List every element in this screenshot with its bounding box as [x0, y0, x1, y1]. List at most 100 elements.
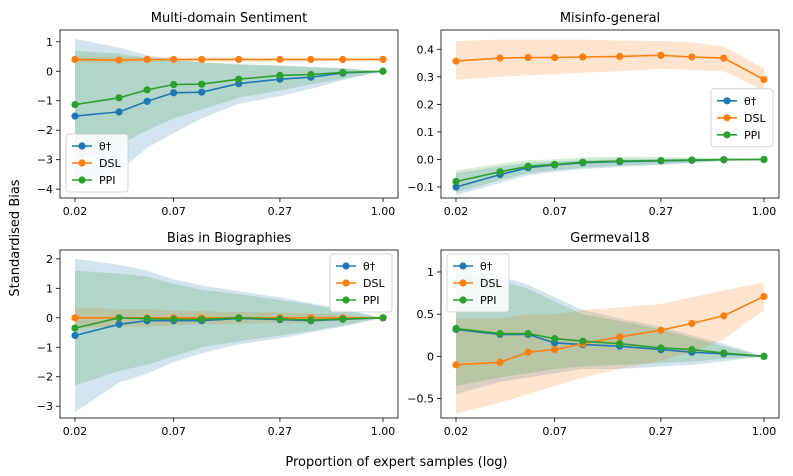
- data-point: [657, 344, 665, 352]
- data-point: [276, 55, 284, 64]
- series-line-3: [74, 316, 384, 329]
- y-tick-label: 2: [46, 253, 53, 266]
- data-point: [71, 324, 79, 332]
- data-point: [198, 80, 206, 88]
- y-tick-label: 0.1: [417, 126, 435, 139]
- data-point: [307, 55, 315, 64]
- y-tick-label: 0.2: [417, 98, 435, 111]
- data-point: [720, 312, 728, 320]
- data-point: [339, 68, 347, 77]
- series-line-3: [74, 70, 384, 106]
- data-point: [71, 112, 79, 120]
- x-tick-label: 0.02: [63, 425, 88, 438]
- data-point: [688, 346, 696, 354]
- legend: θ† DSL PPI: [329, 253, 393, 313]
- data-point: [688, 53, 696, 61]
- chart-title: Bias in Biographies: [167, 231, 292, 246]
- series-line-3: [455, 327, 765, 358]
- data-point: [551, 53, 559, 62]
- data-point: [235, 75, 243, 83]
- y-tick-label: −0.1: [407, 181, 434, 194]
- data-point: [551, 160, 559, 168]
- y-tick-label: 0.3: [417, 71, 435, 84]
- legend: θ† DSL PPI: [65, 133, 129, 193]
- chart-panel-4: Germeval18 1 0.5 0 −0.5 0.02 0.07 0.27 1.00 θ† DSL…: [407, 231, 780, 438]
- series-line-2: [455, 54, 765, 81]
- data-point: [115, 320, 123, 328]
- data-point: [551, 346, 559, 354]
- legend-label-3: PPI: [480, 294, 497, 307]
- x-tick-label: 0.07: [542, 425, 567, 438]
- data-point: [688, 156, 696, 164]
- legend-label-2: DSL: [744, 112, 766, 125]
- x-tick-label: 0.02: [444, 425, 469, 438]
- data-point: [143, 86, 151, 94]
- chart-panel-1: Multi-domain Sentiment 1 0 −1 −2 −3 −4 0.02 0.07…: [37, 11, 399, 218]
- data-point: [496, 168, 504, 176]
- data-point: [579, 158, 587, 166]
- legend-marker-1: [459, 262, 467, 270]
- data-point: [379, 314, 387, 322]
- data-point: [170, 89, 178, 97]
- data-point: [452, 177, 460, 186]
- legend-marker-2: [78, 159, 86, 167]
- series-line-1: [74, 70, 384, 117]
- y-tick-label: 1: [427, 266, 434, 279]
- y-tick-label: −2: [37, 124, 53, 137]
- y-tick-label: −1: [37, 95, 53, 108]
- data-point: [452, 324, 460, 333]
- x-tick-label: 1.00: [752, 205, 777, 218]
- data-point: [235, 314, 243, 322]
- chart-panel-3: Bias in Biographies 2 1 0 −1 −2 −3 0.02 0.07 0.27…: [37, 231, 399, 438]
- data-point: [760, 292, 768, 301]
- axes-frame: [59, 29, 399, 199]
- data-point: [198, 88, 206, 96]
- legend-label-1: θ†: [480, 260, 493, 273]
- x-tick-label: 0.27: [649, 425, 674, 438]
- legend: θ† DSL PPI: [446, 253, 510, 313]
- ci-band-3: [75, 270, 383, 386]
- ci-band-1: [456, 263, 764, 395]
- data-point: [579, 337, 587, 345]
- legend-label-1: θ†: [744, 95, 757, 108]
- chart-title: Multi-domain Sentiment: [151, 11, 307, 26]
- data-point: [339, 315, 347, 323]
- y-tick-label: 0.0: [417, 153, 435, 166]
- ci-band-1: [75, 38, 383, 187]
- data-point: [379, 55, 387, 64]
- data-point: [657, 326, 665, 334]
- data-point: [720, 349, 728, 357]
- x-tick-label: 0.07: [161, 205, 186, 218]
- series-line-3: [455, 158, 765, 183]
- y-tick-label: 0: [427, 350, 434, 363]
- data-point: [339, 55, 347, 64]
- x-tick-label: 0.02: [444, 205, 469, 218]
- data-point: [71, 100, 79, 109]
- x-tick-label: 0.27: [268, 205, 293, 218]
- data-point: [143, 55, 151, 64]
- x-tick-label: 0.02: [63, 205, 88, 218]
- y-tick-label: 0.4: [417, 43, 435, 56]
- data-point: [198, 55, 206, 64]
- data-point: [688, 319, 696, 328]
- shared-y-axis-label: Standardised Bias: [8, 179, 23, 297]
- legend-label-1: θ†: [363, 260, 376, 273]
- legend-label-2: DSL: [363, 277, 385, 290]
- data-point: [496, 358, 504, 366]
- data-point: [71, 314, 79, 322]
- y-tick-label: 0: [46, 312, 53, 325]
- data-point: [452, 57, 460, 65]
- data-point: [524, 53, 532, 62]
- legend-label-3: PPI: [363, 294, 380, 307]
- data-point: [616, 52, 624, 61]
- axes-frame: [440, 249, 780, 419]
- legend-label-2: DSL: [99, 157, 121, 170]
- axes-frame: [59, 249, 399, 419]
- legend-marker-2: [723, 114, 731, 122]
- x-tick-label: 0.07: [542, 205, 567, 218]
- legend-marker-3: [342, 296, 350, 304]
- legend-label-3: PPI: [744, 129, 761, 142]
- data-point: [524, 348, 532, 356]
- data-point: [760, 155, 768, 164]
- data-point: [616, 340, 624, 348]
